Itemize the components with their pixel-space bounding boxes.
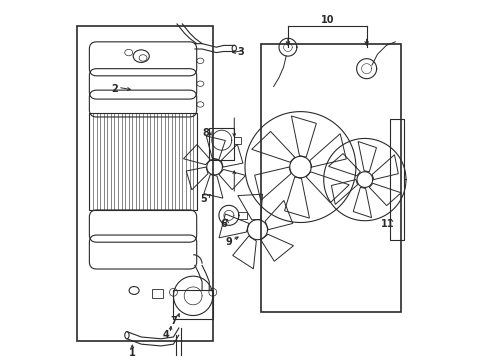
Text: 4: 4: [163, 330, 170, 340]
Text: 7: 7: [170, 316, 177, 326]
Text: 8: 8: [202, 128, 209, 138]
Bar: [261, 44, 401, 312]
Bar: [209, 128, 234, 160]
Text: 1: 1: [129, 348, 136, 358]
Bar: [173, 291, 213, 319]
Text: 11: 11: [381, 219, 395, 229]
Text: 2: 2: [111, 84, 118, 94]
Bar: [234, 137, 241, 144]
Text: 9: 9: [225, 237, 232, 247]
Text: 6: 6: [220, 219, 227, 229]
Bar: [238, 212, 247, 219]
Text: 10: 10: [320, 15, 334, 25]
Bar: [390, 119, 404, 240]
Bar: [77, 26, 213, 341]
Text: 5: 5: [200, 194, 207, 204]
Bar: [89, 113, 196, 210]
Text: 3: 3: [238, 47, 245, 57]
Bar: [152, 289, 163, 298]
